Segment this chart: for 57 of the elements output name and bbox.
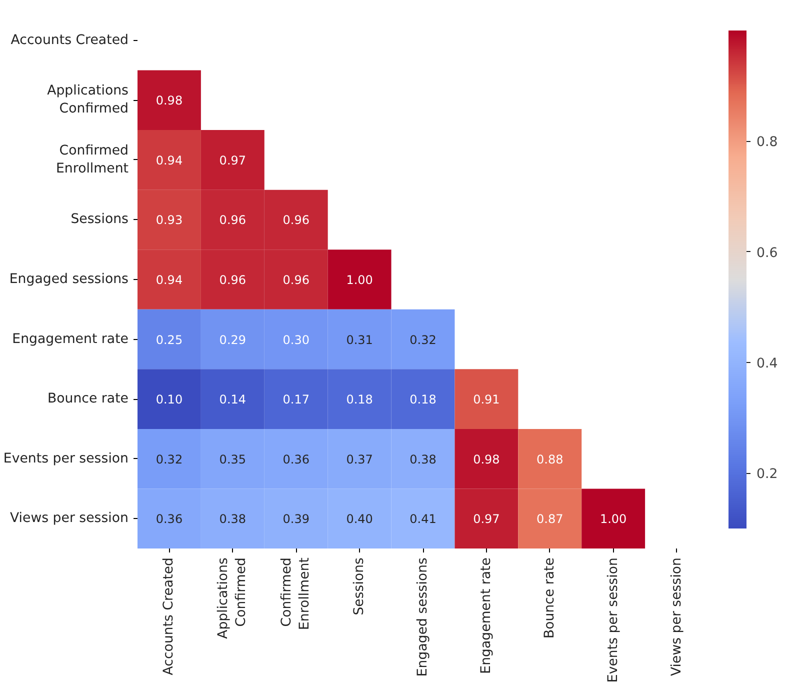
data-label: 0.96 xyxy=(282,273,310,287)
data-label: 0.96 xyxy=(219,273,246,287)
data-label: 0.32 xyxy=(410,332,436,347)
x-tick-label: Views per session xyxy=(669,557,684,676)
data-label: 0.10 xyxy=(156,392,183,407)
x-tick-label: Bounce rate xyxy=(542,558,558,639)
x-tick-label: Events per session xyxy=(606,557,621,683)
data-label: 1.00 xyxy=(346,273,373,287)
data-label: 0.39 xyxy=(282,512,310,526)
data-label: 0.17 xyxy=(282,392,310,407)
y-tick-label: Accounts Created xyxy=(10,32,129,48)
y-tick-label: Engaged sessions xyxy=(9,272,129,287)
y-tick-label: Bounce rate xyxy=(47,392,128,407)
data-label: 0.93 xyxy=(156,213,183,228)
data-label: 1.00 xyxy=(600,512,627,526)
data-label: 0.18 xyxy=(346,392,373,407)
y-tick-label: Engagement rate xyxy=(12,332,129,347)
data-label: 0.38 xyxy=(410,452,436,466)
data-label: 0.41 xyxy=(410,512,436,526)
data-label: 0.87 xyxy=(536,512,564,526)
x-tick-label: Sessions xyxy=(352,557,368,616)
data-label: 0.25 xyxy=(156,332,183,347)
color-bar-label: 0.8 xyxy=(756,135,778,150)
y-tick-label: Sessions xyxy=(70,212,129,228)
color-bar-label: 0.4 xyxy=(756,356,778,372)
data-label: 0.94 xyxy=(156,273,183,287)
data-label: 0.32 xyxy=(156,452,183,466)
data-label: 0.35 xyxy=(219,452,246,466)
data-label: 0.96 xyxy=(282,213,310,228)
data-label: 0.38 xyxy=(219,512,246,526)
data-label: 0.97 xyxy=(473,512,500,526)
x-tick-label: Engaged sessions xyxy=(416,557,430,677)
data-label: 0.14 xyxy=(219,392,246,407)
data-label: 0.31 xyxy=(346,332,373,347)
data-label: 0.36 xyxy=(282,452,310,466)
data-label: 0.91 xyxy=(473,392,500,407)
data-label: 0.30 xyxy=(282,332,310,347)
data-label: 0.18 xyxy=(410,392,436,407)
data-label: 0.37 xyxy=(346,452,373,466)
data-label: 0.96 xyxy=(219,213,246,228)
data-label: 0.40 xyxy=(346,512,373,526)
y-tick-label: Views per session xyxy=(10,511,129,526)
data-label: 0.36 xyxy=(156,512,183,526)
x-tick-label: Engagement rate xyxy=(478,557,494,674)
data-label: 0.98 xyxy=(156,94,183,108)
data-label: 0.98 xyxy=(473,452,500,466)
x-tick-label: Confirmed Enrollment xyxy=(280,557,313,630)
y-tick-label: Applications Confirmed xyxy=(47,84,129,117)
y-tick-label: Confirmed Enrollment xyxy=(56,143,129,176)
x-tick-label: Applications Confirmed xyxy=(216,557,250,639)
data-label: 0.94 xyxy=(156,153,183,168)
y-tick-label: Events per session xyxy=(3,451,129,466)
data-label: 0.29 xyxy=(219,332,246,347)
data-label: 0.97 xyxy=(219,153,246,168)
color-bar-label: 0.6 xyxy=(756,246,778,261)
color-bar-label: 0.2 xyxy=(756,467,778,482)
data-label: 0.88 xyxy=(536,452,564,466)
